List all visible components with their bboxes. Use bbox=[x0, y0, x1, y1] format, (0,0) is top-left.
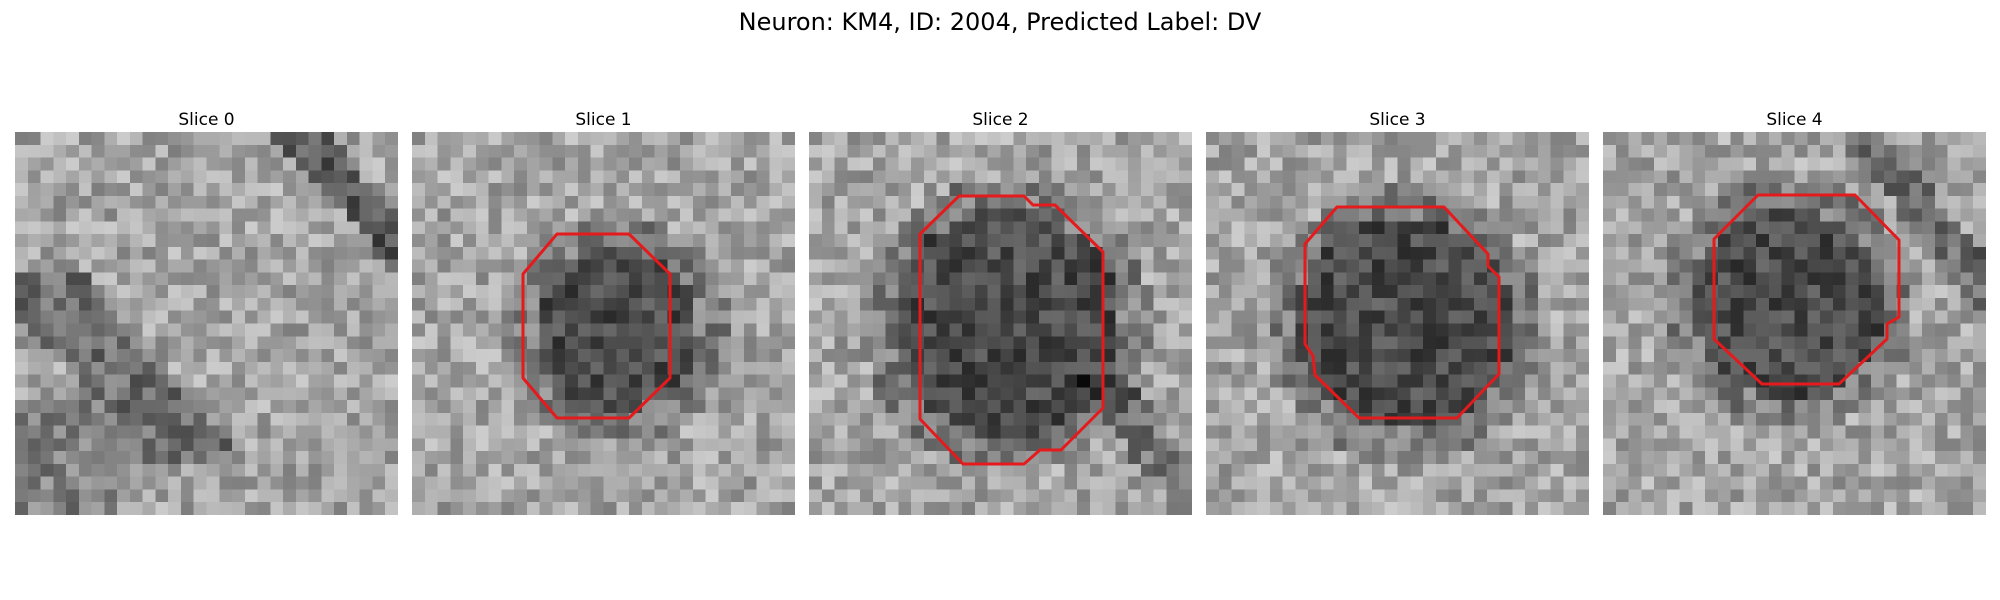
slice-title-3: Slice 3 bbox=[1369, 110, 1426, 130]
slice-panel-3: Slice 3 bbox=[1206, 108, 1589, 515]
slice-title-1: Slice 1 bbox=[575, 110, 632, 130]
slice-title-4: Slice 4 bbox=[1766, 110, 1823, 130]
slice-image-0 bbox=[15, 132, 398, 515]
slice-image-3 bbox=[1206, 132, 1589, 515]
figure-title: Neuron: KM4, ID: 2004, Predicted Label: … bbox=[738, 8, 1262, 36]
slice-panel-2: Slice 2 bbox=[809, 108, 1192, 515]
slice-panel-1: Slice 1 bbox=[412, 108, 795, 515]
slice-panel-4: Slice 4 bbox=[1603, 108, 1986, 515]
slice-panel-0: Slice 0 bbox=[15, 108, 398, 515]
slice-title-2: Slice 2 bbox=[972, 110, 1029, 130]
slice-image-2 bbox=[809, 132, 1192, 515]
slice-image-4 bbox=[1603, 132, 1986, 515]
slice-image-1 bbox=[412, 132, 795, 515]
slice-title-0: Slice 0 bbox=[178, 110, 235, 130]
